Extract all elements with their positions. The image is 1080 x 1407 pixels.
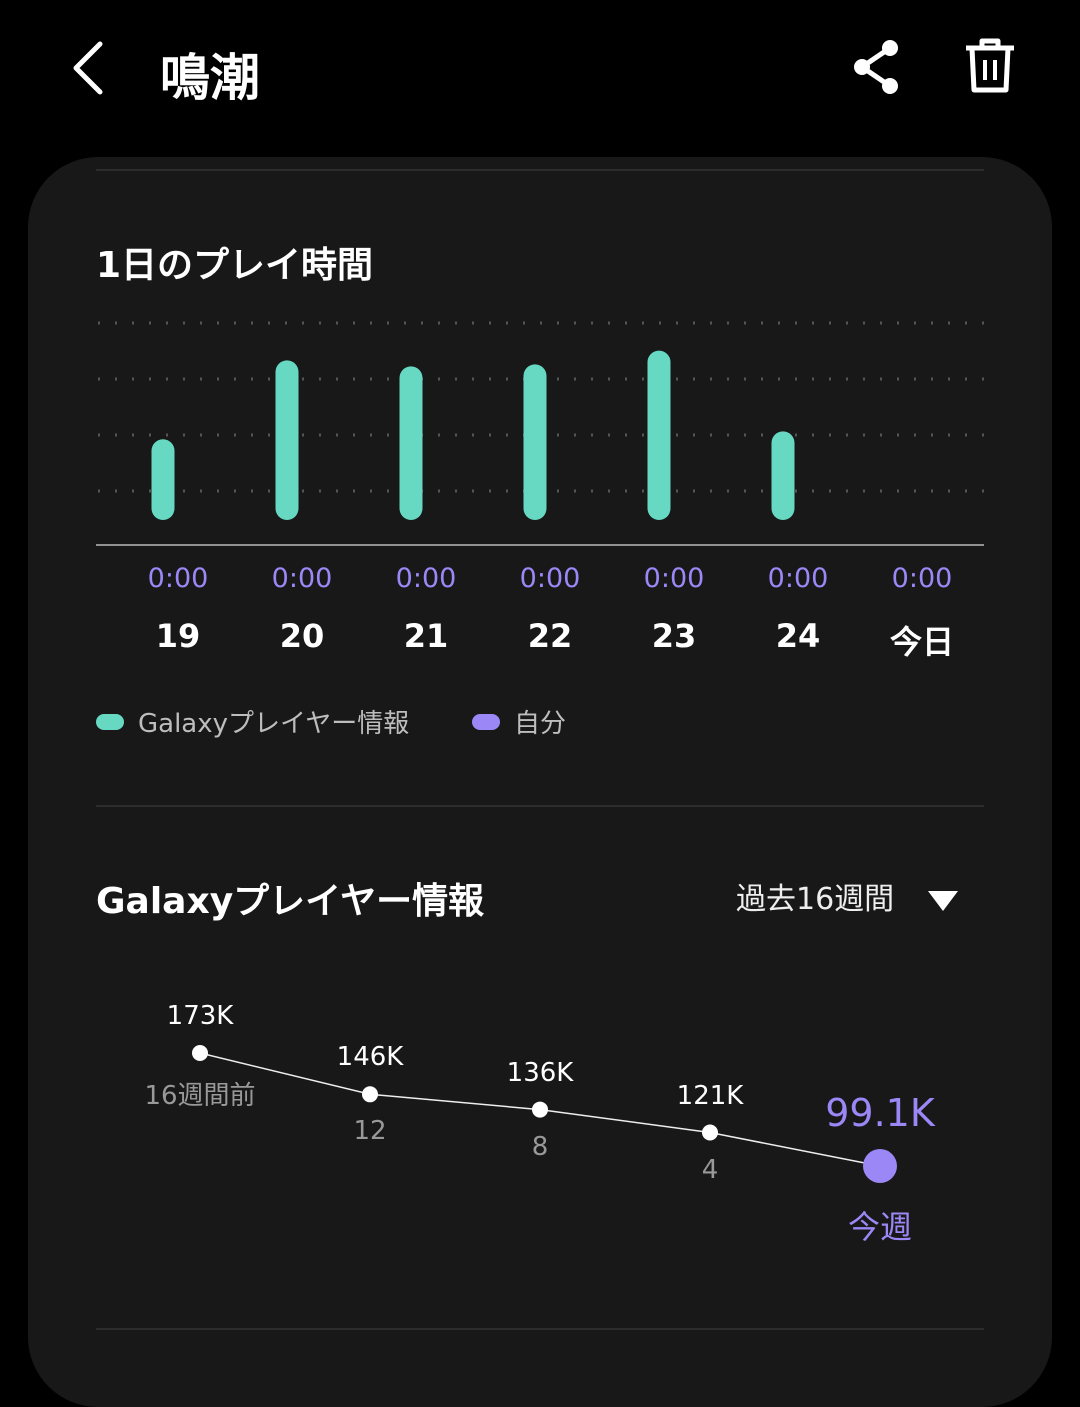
week-label: 4 bbox=[701, 1154, 719, 1185]
legend-swatch bbox=[472, 713, 500, 730]
legend-item-self: 自分 bbox=[472, 703, 566, 740]
time-label: 0:00 bbox=[271, 563, 333, 594]
day-label: 21 bbox=[403, 617, 449, 655]
day-label: 19 bbox=[155, 617, 201, 655]
legend-swatch bbox=[96, 713, 124, 730]
time-label: 0:00 bbox=[519, 563, 581, 594]
dropdown-triangle-icon bbox=[928, 890, 959, 911]
day-label: 20 bbox=[279, 617, 325, 655]
trash-icon bbox=[966, 38, 1014, 93]
time-label: 0:00 bbox=[147, 563, 209, 594]
bar-24 bbox=[771, 431, 795, 520]
day-label: 23 bbox=[651, 617, 697, 655]
share-button[interactable] bbox=[850, 38, 904, 96]
legend-item-galaxy: Galaxyプレイヤー情報 bbox=[96, 703, 409, 740]
time-label: 0:00 bbox=[891, 563, 953, 594]
divider bbox=[96, 805, 984, 807]
bar-23 bbox=[647, 350, 671, 520]
daily-playtime-title: 1日のプレイ時間 bbox=[96, 245, 374, 286]
week-label: 今週 bbox=[847, 1207, 912, 1246]
day-label: 24 bbox=[775, 617, 821, 655]
legend-label: 自分 bbox=[514, 709, 567, 739]
bar-19 bbox=[151, 439, 175, 520]
value-label: 136K bbox=[506, 1057, 574, 1088]
daily-bar-chart bbox=[96, 321, 984, 546]
day-label: 22 bbox=[527, 617, 573, 655]
day-label: 今日 bbox=[889, 623, 954, 661]
bar-20 bbox=[275, 360, 299, 520]
range-value: 過去16週間 bbox=[736, 882, 895, 917]
legend-label: Galaxyプレイヤー情報 bbox=[138, 709, 410, 739]
chevron-left-icon bbox=[73, 41, 103, 95]
bar-21 bbox=[399, 366, 423, 520]
value-label: 173K bbox=[166, 1001, 234, 1031]
delete-button[interactable] bbox=[962, 36, 1018, 96]
time-label: 0:00 bbox=[643, 563, 705, 594]
week-label: 12 bbox=[353, 1116, 387, 1147]
bar-22 bbox=[523, 364, 547, 520]
content-card bbox=[28, 157, 1052, 1407]
value-label: 146K bbox=[336, 1042, 404, 1073]
week-label: 8 bbox=[531, 1131, 549, 1162]
back-button[interactable] bbox=[70, 38, 110, 98]
divider bbox=[96, 169, 984, 171]
week-label: 16週間前 bbox=[144, 1081, 256, 1111]
range-dropdown[interactable]: 過去16週間 bbox=[736, 874, 959, 918]
divider bbox=[96, 1328, 984, 1330]
weekly-title: Galaxyプレイヤー情報 bbox=[96, 881, 485, 922]
value-label: 121K bbox=[676, 1080, 744, 1111]
time-label: 0:00 bbox=[767, 563, 829, 594]
value-label: 99.1K bbox=[825, 1090, 935, 1135]
app-header: 鳴潮 bbox=[0, 0, 1080, 140]
time-label: 0:00 bbox=[395, 563, 457, 594]
page-title: 鳴潮 bbox=[160, 49, 260, 107]
share-icon bbox=[854, 40, 898, 94]
